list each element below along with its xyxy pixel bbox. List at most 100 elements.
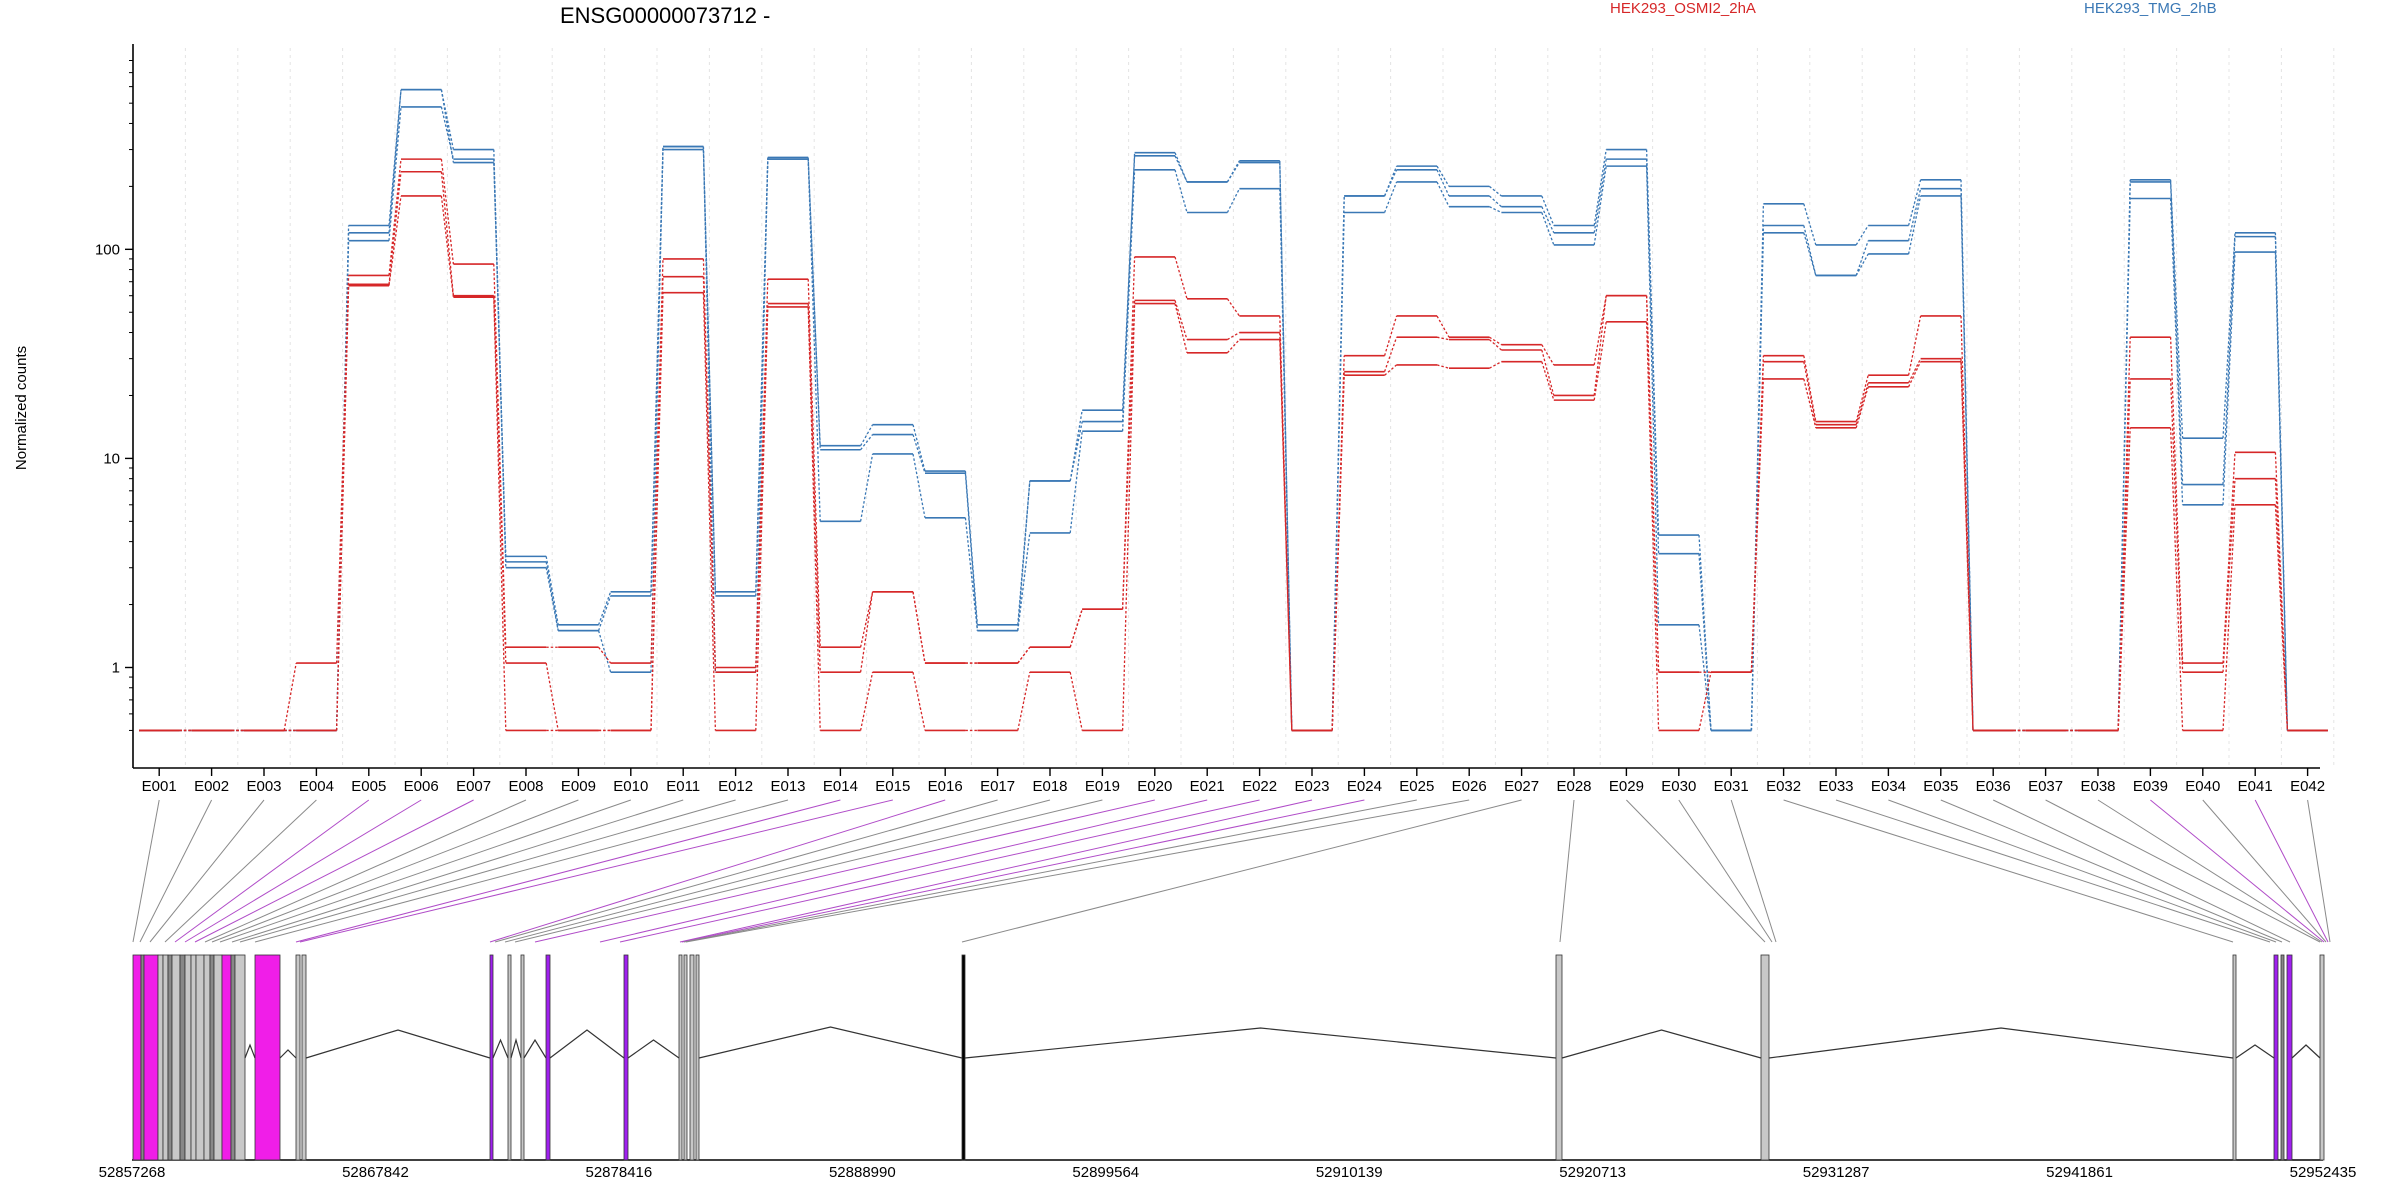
exon-connector bbox=[204, 799, 527, 943]
intron-line bbox=[279, 1049, 297, 1059]
x-tick-label: E040 bbox=[2185, 778, 2220, 795]
coordinate-label: 52867842 bbox=[342, 1164, 409, 1181]
exon-connector bbox=[685, 799, 1470, 943]
coordinate-label: 52941861 bbox=[2046, 1164, 2113, 1181]
intron-line bbox=[964, 1027, 1557, 1059]
x-tick-label: E015 bbox=[875, 778, 910, 795]
exon-connector bbox=[295, 799, 841, 943]
exon-block bbox=[961, 954, 966, 1161]
series-line bbox=[139, 195, 2328, 732]
series-line bbox=[139, 88, 2328, 732]
intron-line bbox=[523, 1038, 547, 1059]
exon-connector bbox=[514, 799, 1103, 943]
exon-block bbox=[695, 954, 700, 1161]
intron-line bbox=[492, 1038, 509, 1059]
coordinate-label: 52910139 bbox=[1316, 1164, 1383, 1181]
exon-block bbox=[167, 954, 173, 1161]
exon-connector bbox=[1783, 799, 2234, 943]
intron-line bbox=[627, 1039, 680, 1059]
x-tick-label: E025 bbox=[1399, 778, 1434, 795]
x-tick-label: E007 bbox=[456, 778, 491, 795]
exon-connector bbox=[1992, 799, 2291, 943]
exon-block bbox=[2232, 954, 2237, 1161]
exon-block bbox=[179, 954, 186, 1161]
x-tick-label: E009 bbox=[561, 778, 596, 795]
x-tick-label: E028 bbox=[1556, 778, 1591, 795]
exon-connector bbox=[239, 799, 736, 943]
x-tick-label: E003 bbox=[246, 778, 281, 795]
exon-connector bbox=[149, 799, 265, 943]
exon-block bbox=[132, 954, 142, 1161]
exon-connector bbox=[211, 799, 579, 943]
x-tick-label: E032 bbox=[1766, 778, 1801, 795]
coordinate-label: 52952435 bbox=[2290, 1164, 2357, 1181]
x-tick-label: E012 bbox=[718, 778, 753, 795]
x-tick-label: E038 bbox=[2080, 778, 2115, 795]
series-connector bbox=[179, 195, 2289, 732]
x-tick-label: E019 bbox=[1085, 778, 1120, 795]
x-tick-label: E034 bbox=[1871, 778, 1906, 795]
exon-block bbox=[143, 954, 159, 1161]
exon-block bbox=[203, 954, 211, 1161]
exon-block bbox=[213, 954, 223, 1161]
exon-connector bbox=[679, 799, 1313, 943]
x-tick-label: E014 bbox=[823, 778, 858, 795]
exon-connector bbox=[961, 799, 1522, 943]
exon-block bbox=[2280, 954, 2285, 1161]
intron-line bbox=[244, 1043, 256, 1059]
gene-model bbox=[132, 954, 2325, 1161]
x-tick-label: E030 bbox=[1661, 778, 1696, 795]
x-tick-label: E037 bbox=[2028, 778, 2063, 795]
x-tick-label: E036 bbox=[1976, 778, 2011, 795]
exon-connector bbox=[504, 799, 1051, 943]
exon-block bbox=[140, 954, 145, 1161]
x-tick-label: E031 bbox=[1714, 778, 1749, 795]
exon-block bbox=[623, 954, 629, 1161]
exon-connector bbox=[1626, 799, 1766, 943]
exon-connector bbox=[1888, 799, 2277, 943]
series-line bbox=[139, 170, 2328, 732]
exon-connector bbox=[2307, 799, 2331, 943]
x-tick-label: E002 bbox=[194, 778, 229, 795]
exon-connector bbox=[194, 799, 474, 943]
x-tick-label: E018 bbox=[1032, 778, 1067, 795]
x-tick-label: E006 bbox=[404, 778, 439, 795]
exon-block bbox=[678, 954, 683, 1161]
exon-block bbox=[221, 954, 232, 1161]
y-axis-label: Normalized counts bbox=[13, 346, 30, 470]
coordinate-label: 52878416 bbox=[586, 1164, 653, 1181]
exon-block bbox=[162, 954, 169, 1161]
y-ticks: 1 10 100 bbox=[95, 60, 133, 731]
x-tick-label: E011 bbox=[666, 778, 700, 795]
exon-gridlines bbox=[132, 48, 2335, 768]
x-ticks: E001 E002 E003 E004 E005 E006 E007 E008 E009 E010… bbox=[142, 768, 2325, 795]
exon-block bbox=[2273, 954, 2279, 1161]
exon-connector bbox=[683, 799, 1417, 943]
exon-connector bbox=[2254, 799, 2329, 943]
intron-line bbox=[305, 1029, 491, 1059]
chart-title: ENSG00000073712 - bbox=[560, 3, 770, 28]
exon-connector bbox=[2097, 799, 2323, 943]
exon-connector bbox=[681, 799, 1365, 943]
x-tick-label: E010 bbox=[613, 778, 648, 795]
x-tick-label: E022 bbox=[1242, 778, 1277, 795]
x-tick-label: E029 bbox=[1609, 778, 1644, 795]
exon-connectors bbox=[132, 799, 2331, 943]
exon-connector bbox=[534, 799, 1155, 943]
x-tick-label: E033 bbox=[1818, 778, 1853, 795]
x-tick-label: E001 bbox=[142, 778, 177, 795]
intron-line bbox=[698, 1026, 963, 1059]
exon-connector bbox=[1940, 799, 2283, 943]
exon-connector bbox=[299, 799, 893, 943]
series-lines bbox=[139, 88, 2328, 732]
exon-block bbox=[683, 954, 688, 1161]
exon-block bbox=[209, 954, 215, 1161]
x-tick-label: E021 bbox=[1190, 778, 1225, 795]
intron-line bbox=[1768, 1027, 2234, 1059]
exon-connector bbox=[139, 799, 213, 943]
x-tick-label: E042 bbox=[2290, 778, 2325, 795]
intron-line bbox=[2291, 1044, 2321, 1059]
exon-block bbox=[254, 954, 281, 1161]
x-tick-label: E024 bbox=[1347, 778, 1382, 795]
